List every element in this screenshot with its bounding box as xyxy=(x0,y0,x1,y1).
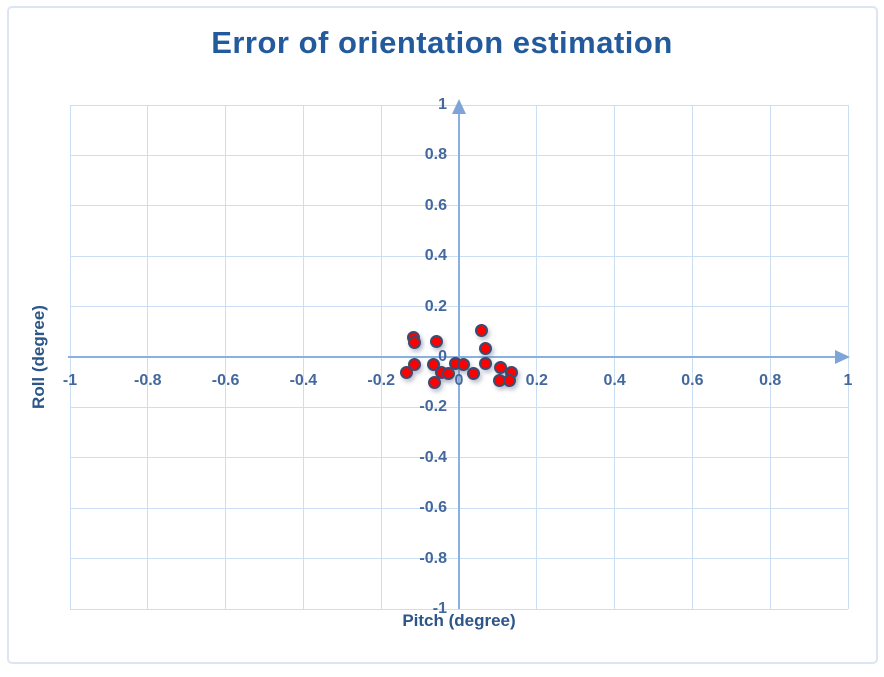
chart-border xyxy=(7,6,878,664)
plot-area xyxy=(68,99,850,610)
data-point xyxy=(457,358,471,372)
data-point xyxy=(399,366,413,380)
gridline-horizontal xyxy=(70,608,848,610)
data-point xyxy=(502,374,516,388)
data-point xyxy=(441,367,455,381)
data-point xyxy=(475,324,489,338)
data-point xyxy=(466,366,480,380)
data-point xyxy=(429,335,443,349)
x-axis-title: Pitch (degree) xyxy=(402,611,516,630)
chart-title: Error of orientation estimation xyxy=(211,25,673,60)
y-axis-arrow-icon xyxy=(452,99,466,114)
x-axis-line xyxy=(68,356,835,358)
data-point xyxy=(408,336,422,350)
y-axis-title: Roll (degree) xyxy=(29,305,48,409)
data-point xyxy=(427,375,441,389)
data-point xyxy=(478,357,492,371)
x-axis-arrow-icon xyxy=(835,350,850,364)
data-point xyxy=(478,342,492,356)
